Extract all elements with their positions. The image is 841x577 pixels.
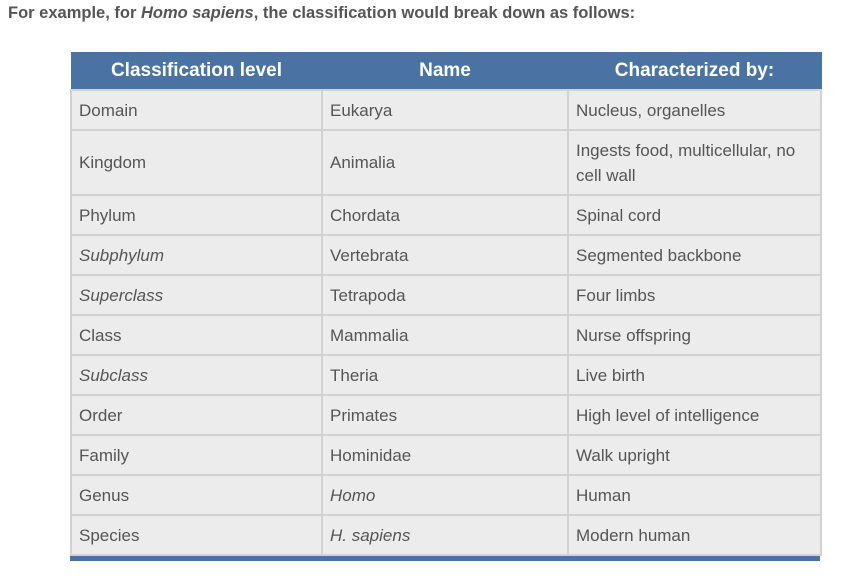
trait-cell: Modern human <box>567 514 822 556</box>
table-bottom-bar <box>70 556 820 561</box>
classification-table-container: Classification level Name Characterized … <box>70 52 822 561</box>
classification-table: Classification level Name Characterized … <box>70 52 822 556</box>
header-classification-level: Classification level <box>70 52 323 91</box>
trait-cell: Four limbs <box>567 274 822 316</box>
table-row: Subphylum Vertebrata Segmented backbone <box>70 234 822 276</box>
level-cell: Subclass <box>70 354 323 396</box>
table-body: Domain Eukarya Nucleus, organelles Kingd… <box>70 89 822 556</box>
trait-cell: Ingests food, multicellular, no cell wal… <box>567 129 822 196</box>
name-cell: Chordata <box>321 194 569 236</box>
level-cell: Class <box>70 314 323 356</box>
header-characterized-by: Characterized by: <box>567 52 822 91</box>
name-cell: Vertebrata <box>321 234 569 276</box>
table-row: Species H. sapiens Modern human <box>70 514 822 556</box>
intro-suffix: , the classification would break down as… <box>253 4 636 22</box>
table-row: Family Hominidae Walk upright <box>70 434 822 476</box>
intro-text: For example, for Homo sapiens, the class… <box>8 2 635 24</box>
trait-cell: Nurse offspring <box>567 314 822 356</box>
trait-cell: Human <box>567 474 822 516</box>
intro-species: Homo sapiens <box>140 4 254 22</box>
trait-cell: High level of intelligence <box>567 394 822 436</box>
intro-prefix: For example, for <box>8 4 141 22</box>
table-row: Superclass Tetrapoda Four limbs <box>70 274 822 316</box>
level-cell: Domain <box>70 89 323 131</box>
level-cell: Subphylum <box>70 234 323 276</box>
trait-cell: Walk upright <box>567 434 822 476</box>
trait-cell: Spinal cord <box>567 194 822 236</box>
table-row: Phylum Chordata Spinal cord <box>70 194 822 236</box>
level-cell: Superclass <box>70 274 323 316</box>
table-row: Kingdom Animalia Ingests food, multicell… <box>70 129 822 196</box>
table-row: Class Mammalia Nurse offspring <box>70 314 822 356</box>
table-header: Classification level Name Characterized … <box>70 52 822 91</box>
level-cell: Genus <box>70 474 323 516</box>
level-cell: Family <box>70 434 323 476</box>
level-cell: Species <box>70 514 323 556</box>
name-cell: Primates <box>321 394 569 436</box>
name-cell: Eukarya <box>321 89 569 131</box>
name-cell: Hominidae <box>321 434 569 476</box>
table-row: Genus Homo Human <box>70 474 822 516</box>
name-cell: Tetrapoda <box>321 274 569 316</box>
table-row: Subclass Theria Live birth <box>70 354 822 396</box>
trait-cell: Nucleus, organelles <box>567 89 822 131</box>
name-cell: Mammalia <box>321 314 569 356</box>
table-row: Order Primates High level of intelligenc… <box>70 394 822 436</box>
header-row: Classification level Name Characterized … <box>70 52 822 91</box>
header-name: Name <box>321 52 569 91</box>
name-cell: H. sapiens <box>321 514 569 556</box>
trait-cell: Segmented backbone <box>567 234 822 276</box>
name-cell: Homo <box>321 474 569 516</box>
table-row: Domain Eukarya Nucleus, organelles <box>70 89 822 131</box>
level-cell: Phylum <box>70 194 323 236</box>
level-cell: Order <box>70 394 323 436</box>
level-cell: Kingdom <box>70 129 323 196</box>
name-cell: Animalia <box>321 129 569 196</box>
name-cell: Theria <box>321 354 569 396</box>
trait-cell: Live birth <box>567 354 822 396</box>
